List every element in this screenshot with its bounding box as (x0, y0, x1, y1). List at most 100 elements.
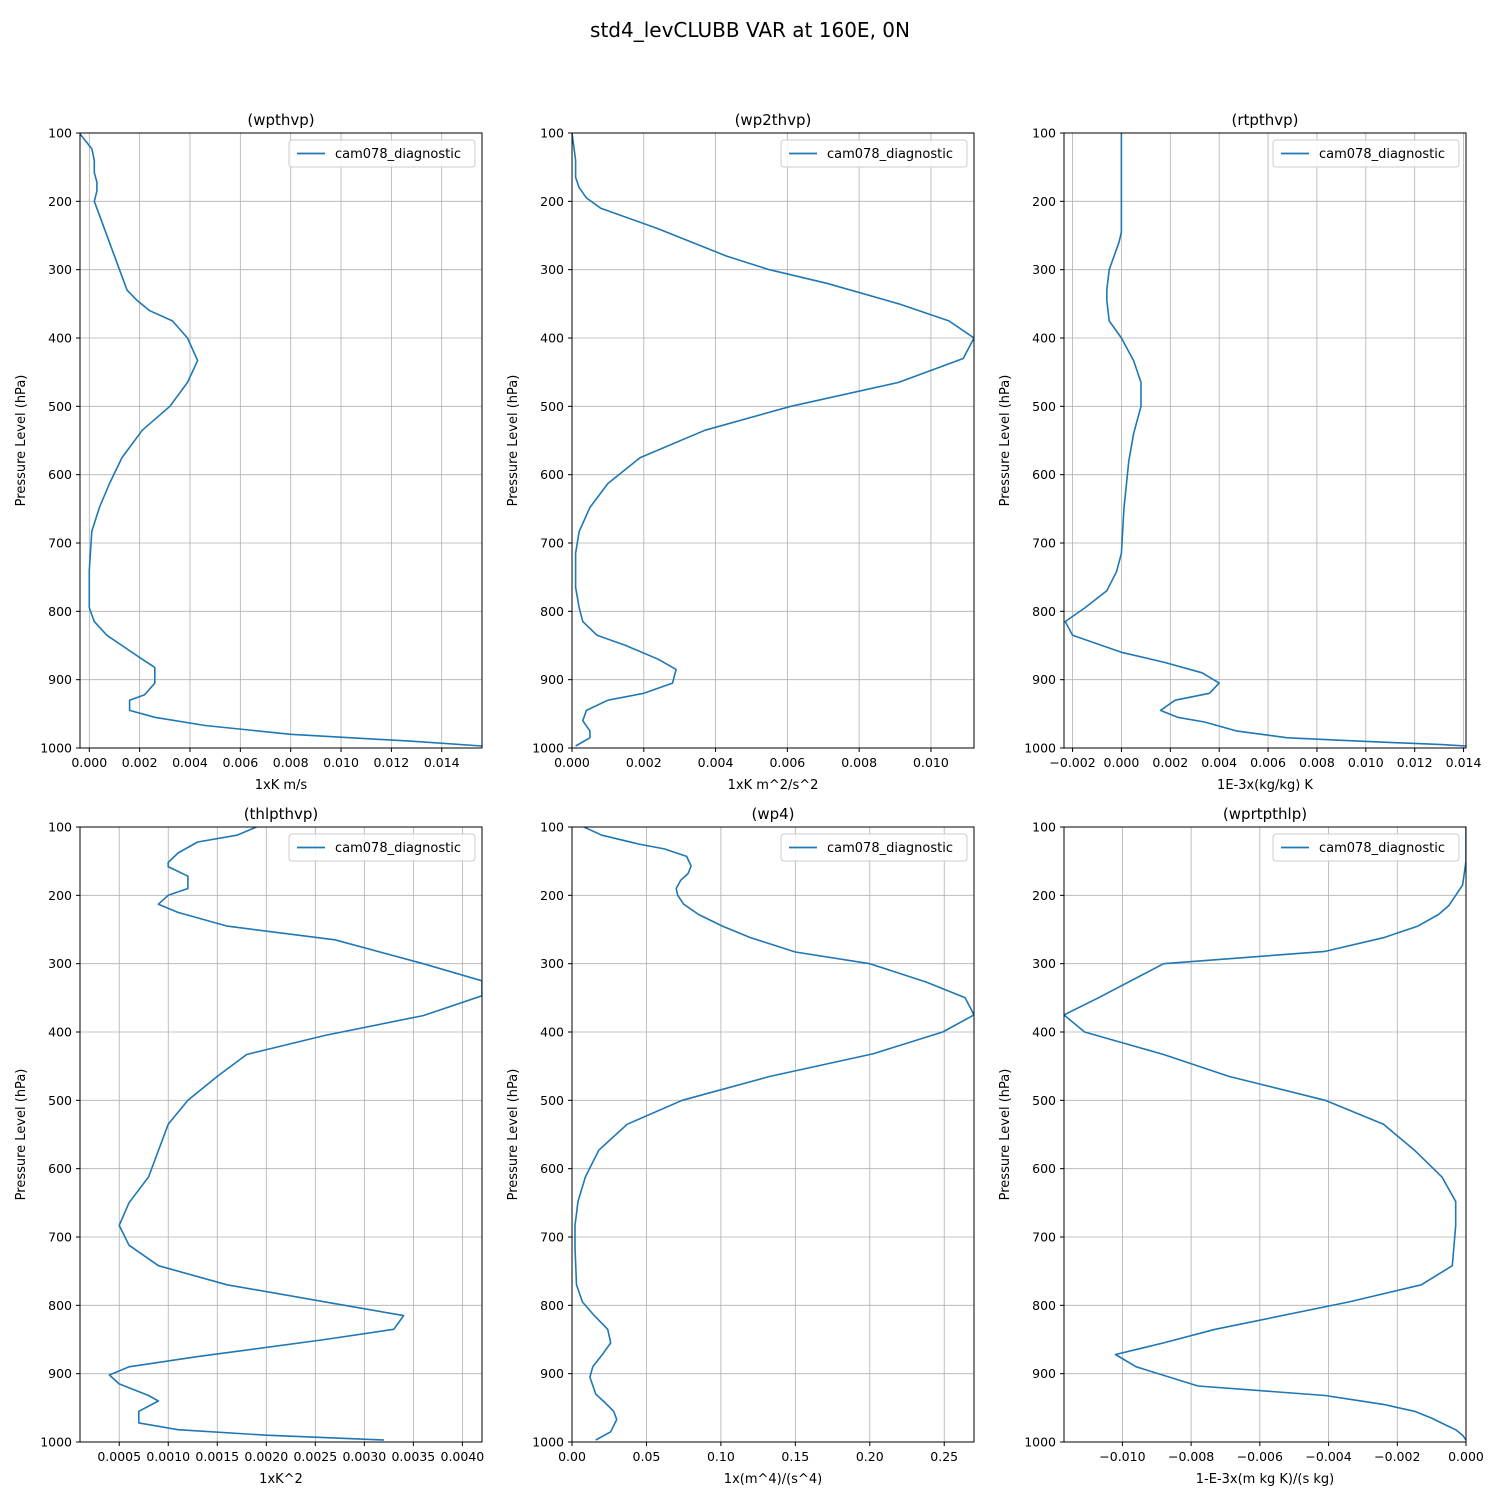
x-tick-label: −0.010 (1099, 1449, 1145, 1464)
legend-box (780, 833, 968, 862)
y-tick-label: 300 (540, 956, 564, 971)
subplot-panel: 0.000 0.002 0.004 0.006 0.008 0.010 100 200 300 4… (506, 111, 975, 793)
subplot-title: (wpthvp) (247, 111, 314, 129)
y-tick-label: 600 (48, 467, 72, 482)
y-tick-label: 200 (540, 888, 564, 903)
series-line (1064, 133, 1466, 747)
y-tick-label: 600 (48, 1161, 72, 1176)
x-tick-label: 0.006 (222, 755, 258, 770)
x-tick-label: 0.0040 (441, 1449, 485, 1464)
legend-label: cam078_diagnostic (827, 841, 953, 856)
axes-frame (571, 132, 975, 749)
y-tick-label: 400 (540, 1025, 564, 1040)
y-axis-label: Pressure Level (hPa) (998, 375, 1013, 507)
x-tick-label: 0.014 (1446, 755, 1482, 770)
figure-title: std4_levCLUBB VAR at 160E, 0N (590, 18, 910, 42)
y-tick-label: 500 (540, 1093, 564, 1108)
y-tick-label: 100 (540, 126, 564, 141)
subplot-panel: −0.002 0.000 0.002 0.004 0.006 0.008 0.010 0.01… (998, 111, 1481, 793)
y-tick-label: 900 (1032, 672, 1056, 687)
y-tick-label: 300 (48, 956, 72, 971)
y-axis-label: Pressure Level (hPa) (14, 375, 29, 507)
x-tick-label: 0.012 (373, 755, 409, 770)
y-axis-label: Pressure Level (hPa) (506, 375, 521, 507)
y-tick-label: 400 (1032, 331, 1056, 346)
y-tick-label: 200 (1032, 888, 1056, 903)
y-tick-label: 1000 (1024, 1435, 1056, 1450)
y-tick-label: 800 (540, 1298, 564, 1313)
x-tick-label: 0.010 (323, 755, 359, 770)
x-axis-label: 1E-3x(kg/kg) K (1217, 778, 1313, 793)
x-tick-label: 0.012 (1397, 755, 1433, 770)
y-tick-label: 600 (540, 467, 564, 482)
subplot-title: (wp2thvp) (735, 111, 812, 129)
legend-box (288, 139, 476, 168)
x-tick-label: 0.004 (698, 755, 734, 770)
subplot-title: (thlpthvp) (244, 805, 319, 823)
subplot-panel: 0.00 0.05 0.10 0.15 0.20 0.25 100 200 300 400 500 6… (506, 805, 975, 1487)
series-line (1064, 827, 1466, 1441)
y-tick-label: 100 (48, 820, 72, 835)
y-tick-label: 500 (1032, 1093, 1056, 1108)
subplot-title: (rtpthvp) (1231, 111, 1298, 129)
x-tick-label: 0.000 (1104, 755, 1140, 770)
x-tick-label: 0.014 (424, 755, 460, 770)
legend-box (1272, 139, 1460, 168)
axes-frame (1063, 132, 1467, 749)
legend-label: cam078_diagnostic (335, 147, 461, 162)
y-tick-label: 400 (48, 331, 72, 346)
y-tick-label: 500 (48, 399, 72, 414)
x-tick-label: 0.00 (558, 1449, 586, 1464)
y-tick-label: 200 (540, 194, 564, 209)
x-tick-label: 0.10 (707, 1449, 735, 1464)
y-tick-label: 800 (48, 1298, 72, 1313)
y-tick-label: 300 (1032, 956, 1056, 971)
y-tick-label: 1000 (40, 1435, 72, 1450)
y-tick-label: 100 (48, 126, 72, 141)
y-axis-label: Pressure Level (hPa) (506, 1069, 521, 1201)
y-tick-label: 100 (540, 820, 564, 835)
legend-label: cam078_diagnostic (1319, 147, 1445, 162)
y-tick-label: 300 (540, 262, 564, 277)
x-tick-label: 0.002 (1152, 755, 1188, 770)
y-axis-label: Pressure Level (hPa) (998, 1069, 1013, 1201)
y-tick-label: 900 (1032, 1366, 1056, 1381)
x-tick-label: −0.002 (1374, 1449, 1420, 1464)
y-tick-label: 1000 (532, 741, 564, 756)
x-tick-label: 0.006 (1250, 755, 1286, 770)
y-tick-label: 700 (1032, 536, 1056, 551)
y-tick-label: 800 (48, 604, 72, 619)
y-tick-label: 300 (1032, 262, 1056, 277)
x-tick-label: 0.000 (1448, 1449, 1484, 1464)
y-tick-label: 900 (540, 1366, 564, 1381)
subplot-panel: 0.0005 0.0010 0.0015 0.0020 0.0025 0.0030 0.00… (14, 805, 484, 1487)
x-tick-label: 0.25 (930, 1449, 958, 1464)
y-axis-label: Pressure Level (hPa) (14, 1069, 29, 1201)
x-axis-label: 1xK^2 (259, 1472, 303, 1487)
y-tick-label: 100 (1032, 126, 1056, 141)
axes-frame (79, 826, 483, 1443)
series-line (108, 827, 482, 1441)
y-tick-label: 700 (48, 536, 72, 551)
y-tick-label: 400 (1032, 1025, 1056, 1040)
y-tick-label: 600 (1032, 467, 1056, 482)
y-tick-label: 1000 (1024, 741, 1056, 756)
y-tick-label: 200 (1032, 194, 1056, 209)
x-tick-label: 0.0015 (195, 1449, 239, 1464)
y-tick-label: 900 (48, 1366, 72, 1381)
x-tick-label: 0.008 (841, 755, 877, 770)
x-tick-label: 0.004 (1201, 755, 1237, 770)
x-tick-label: 0.002 (626, 755, 662, 770)
y-tick-label: 400 (540, 331, 564, 346)
x-axis-label: 1-E-3x(m kg K)/(s kg) (1196, 1472, 1334, 1487)
y-tick-label: 200 (48, 194, 72, 209)
legend-label: cam078_diagnostic (1319, 841, 1445, 856)
legend-box (288, 833, 476, 862)
subplot-grid: 0.000 0.002 0.004 0.006 0.008 0.010 0.012 0.014… (14, 111, 1484, 1487)
x-axis-label: 1xK m^2/s^2 (728, 778, 819, 793)
y-tick-label: 800 (1032, 1298, 1056, 1313)
y-tick-label: 500 (48, 1093, 72, 1108)
x-tick-label: 0.0010 (146, 1449, 190, 1464)
x-tick-label: 0.0025 (293, 1449, 337, 1464)
